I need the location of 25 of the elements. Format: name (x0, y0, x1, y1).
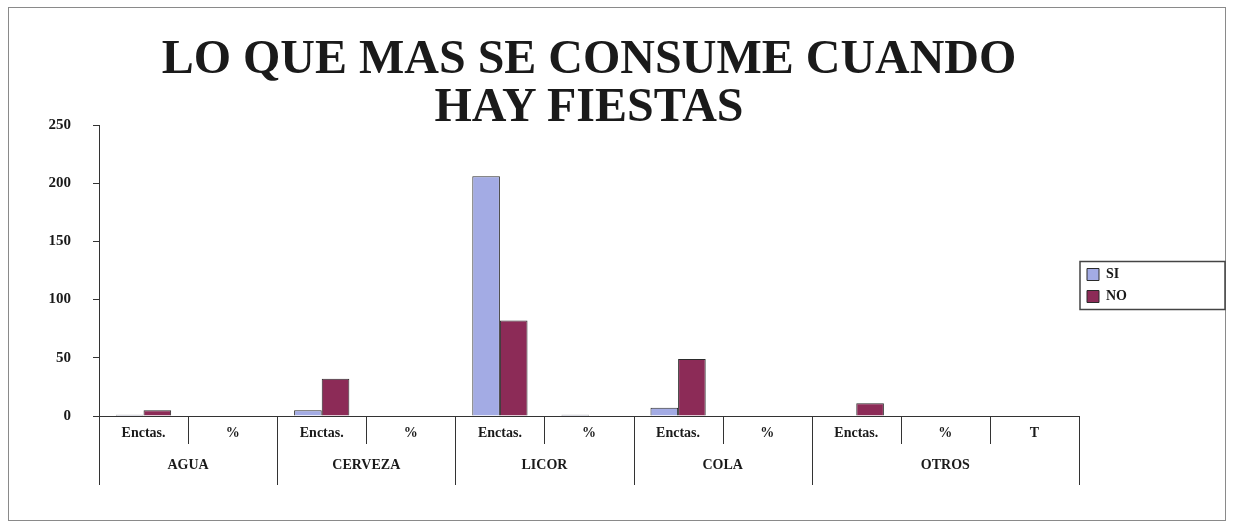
x-tick-label: T (1029, 425, 1040, 441)
x-tick-label: Enctas. (477, 425, 522, 441)
text: AGUA (167, 456, 210, 472)
y-tick-label: 150 (48, 232, 71, 249)
x-tick-label: Enctas. (121, 425, 166, 441)
text: LICOR (521, 456, 569, 472)
y-tick-label: 0 (63, 406, 71, 423)
y-tick-label: 250 (48, 115, 71, 132)
x-tick-label: % (225, 425, 240, 441)
legend-label: SI (1106, 266, 1120, 282)
chart-title: LO QUE MAS SE CONSUME CUANDO HAY FIESTAS (161, 30, 1017, 132)
x-tick-label: Enctas. (656, 425, 701, 441)
x-tick-label: Enctas. (299, 425, 344, 441)
y-tick-label: 100 (48, 290, 71, 307)
x-tick-label: % (760, 425, 775, 441)
y-tick-label: 200 (48, 174, 71, 191)
x-tick-label: % (403, 425, 418, 441)
y-tick-label: 50 (56, 348, 71, 365)
x-tick-label: % (582, 425, 596, 441)
legend-label: NO (1106, 288, 1128, 304)
x-tick-label: % (938, 425, 953, 441)
x-tick-label: Enctas. (834, 425, 879, 441)
text: COLA (702, 456, 744, 472)
text: OTROS (920, 456, 971, 472)
text: CERVEZA (332, 456, 402, 472)
